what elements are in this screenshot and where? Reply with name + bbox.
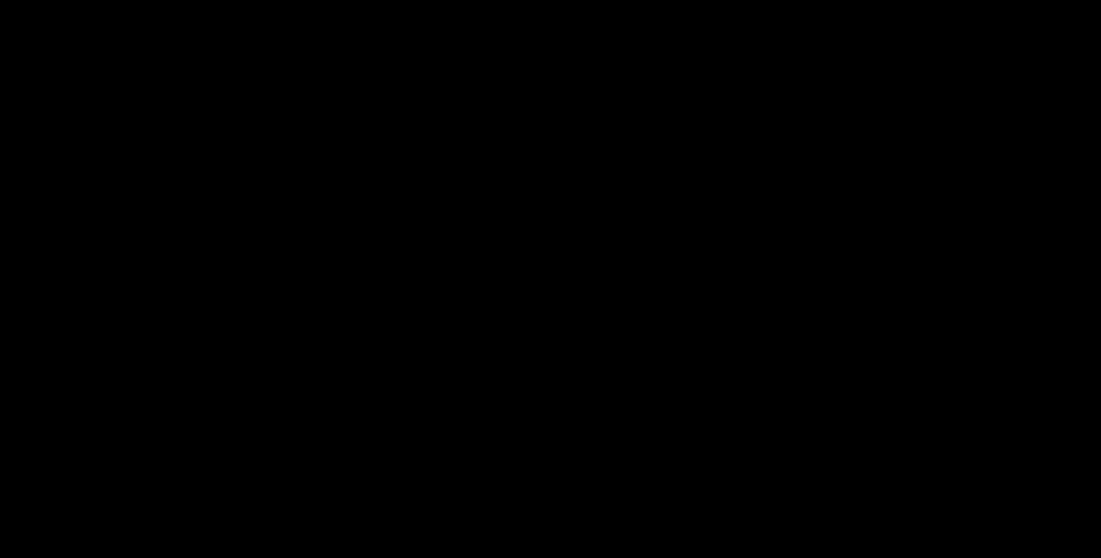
word-cloud xyxy=(0,0,1101,558)
